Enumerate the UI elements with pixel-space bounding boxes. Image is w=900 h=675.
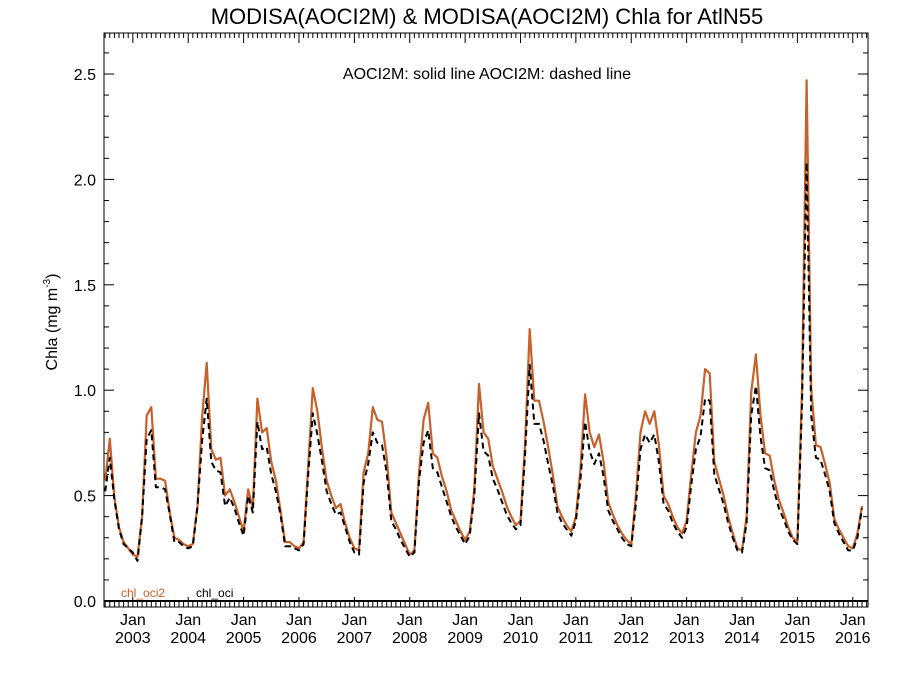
x-tick-label-month: Jan [286, 612, 312, 629]
chart-subtitle: AOCI2M: solid line AOCI2M: dashed line [343, 66, 631, 83]
x-tick-label-month: Jan [508, 612, 534, 629]
y-tick-label: 0.5 [74, 489, 96, 506]
x-tick-label-year: 2009 [447, 630, 483, 647]
x-tick-label-year: 2003 [115, 630, 151, 647]
x-tick-label-year: 2011 [559, 630, 594, 647]
x-tick-label-month: Jan [618, 612, 644, 629]
series-lines [104, 79, 864, 562]
x-tick-label-month: Jan [784, 612, 810, 629]
x-tick-label-month: Jan [729, 612, 755, 629]
y-tick-label: 0.0 [74, 594, 96, 611]
x-tick-label-month: Jan [674, 612, 700, 629]
x-tick-label-year: 2008 [392, 630, 428, 647]
legend: chl_oci2 chl_oci [121, 586, 233, 600]
x-tick-label-month: Jan [563, 612, 589, 629]
x-tick-label-year: 2014 [724, 630, 760, 647]
y-tick-label: 1.5 [74, 278, 96, 295]
series-line-chl_oci2 [104, 79, 864, 558]
legend-entry-chl_oci2: chl_oci2 [121, 586, 165, 600]
x-tick-label-month: Jan [231, 612, 257, 629]
x-tick-label-year: 2016 [835, 630, 871, 647]
series-line-chl_oci [104, 161, 863, 562]
y-tick-label: 1.0 [74, 383, 96, 400]
x-tick-label-year: 2013 [669, 630, 705, 647]
legend-entry-chl_oci: chl_oci [196, 586, 233, 600]
x-tick-label-year: 2004 [170, 630, 206, 647]
x-tick-label-year: 2012 [613, 630, 649, 647]
plot-frame [103, 32, 869, 608]
chart-title: MODISA(AOCI2M) & MODISA(AOCI2M) Chla for… [211, 4, 764, 29]
y-axis-label: Chla (mg m-3) [42, 274, 61, 371]
x-tick-label-month: Jan [397, 612, 423, 629]
x-tick-label-month: Jan [175, 612, 201, 629]
y-tick-label: 2.5 [74, 67, 96, 84]
minor-ticks [104, 33, 868, 607]
x-tick-label-year: 2005 [226, 630, 262, 647]
y-axis: 0.0 0.5 1.0 1.5 2.0 2.5 [74, 67, 868, 611]
x-tick-label-year: 2015 [780, 630, 816, 647]
x-tick-label-year: 2007 [337, 630, 373, 647]
x-tick-label-month: Jan [452, 612, 478, 629]
x-axis: Jan2003Jan2004Jan2005Jan2006Jan2007Jan20… [115, 33, 871, 647]
x-tick-label-month: Jan [120, 612, 146, 629]
x-tick-label-month: Jan [840, 612, 866, 629]
x-tick-label-month: Jan [341, 612, 367, 629]
y-tick-label: 2.0 [74, 172, 96, 189]
x-tick-label-year: 2006 [281, 630, 317, 647]
x-tick-label-year: 2010 [503, 630, 539, 647]
